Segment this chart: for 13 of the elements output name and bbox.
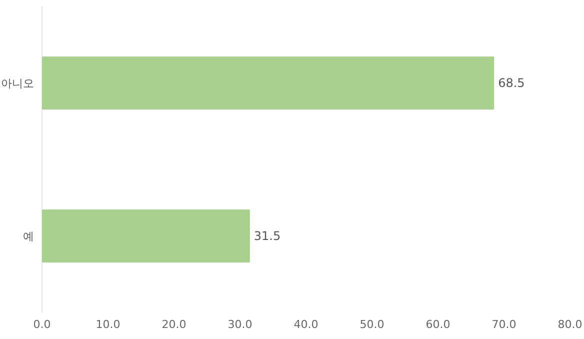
x-tick-label: 10.0: [96, 318, 120, 331]
x-tick-label: 60.0: [426, 318, 450, 331]
x-tick-label: 30.0: [228, 318, 252, 331]
x-tick-label: 20.0: [162, 318, 186, 331]
data-label: 31.5: [254, 229, 281, 244]
x-tick-label: 0.0: [33, 318, 51, 331]
x-tick-label: 40.0: [294, 318, 318, 331]
data-label: 68.5: [498, 76, 525, 90]
x-tick-label: 70.0: [492, 318, 516, 331]
x-tick-label: 50.0: [360, 318, 384, 331]
y-tick-label: 예: [23, 230, 34, 243]
x-tick-label: 80.0: [558, 318, 582, 331]
y-tick-label: 아니오: [1, 76, 34, 90]
